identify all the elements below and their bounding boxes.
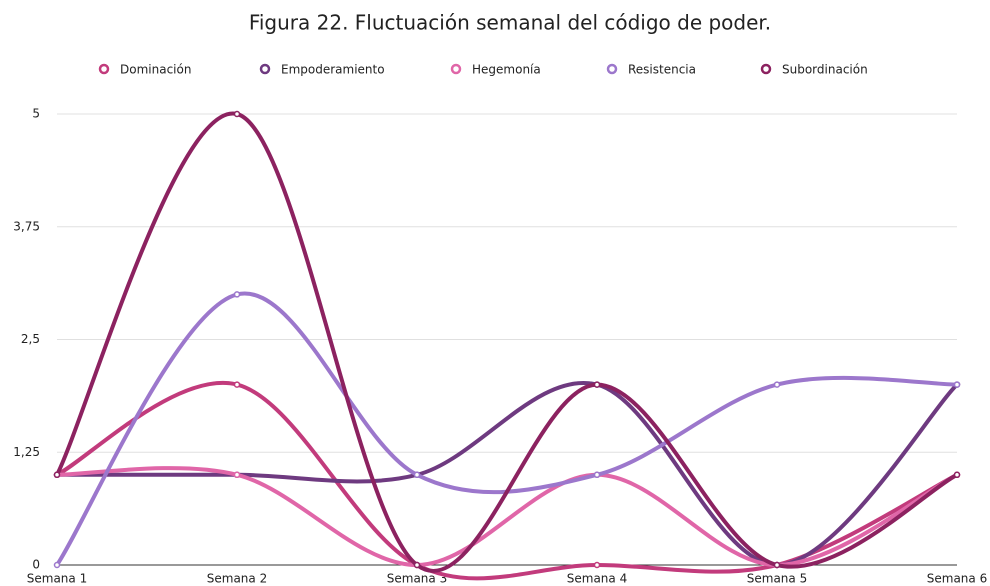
x-tick-label: Semana 5 (747, 572, 807, 586)
point (413, 561, 421, 569)
y-tick-label: 0 (32, 558, 40, 572)
x-tick-label: Semana 1 (27, 572, 87, 586)
point (233, 471, 241, 479)
legend-marker (606, 63, 618, 75)
x-tick-label: Semana 2 (207, 572, 267, 586)
point (413, 471, 421, 479)
point (773, 381, 781, 388)
line (55, 291, 959, 567)
point (233, 381, 241, 388)
legend-marker (259, 63, 271, 75)
series (53, 466, 961, 569)
legend-label: Resistencia (628, 63, 696, 77)
point (53, 561, 61, 569)
point (233, 110, 241, 118)
legend-label: Empoderamiento (281, 63, 385, 77)
series (53, 291, 961, 569)
point (593, 471, 601, 479)
series (53, 380, 961, 569)
y-tick-label: 3,75 (13, 219, 40, 233)
line (55, 380, 959, 568)
point (593, 381, 601, 388)
line (55, 466, 959, 568)
point (953, 381, 961, 388)
point (593, 561, 601, 569)
y-tick-label: 1,25 (13, 445, 40, 459)
point (53, 471, 61, 479)
point (773, 561, 781, 569)
legend-label: Hegemonía (472, 63, 541, 77)
y-tick-label: 5 (32, 107, 40, 121)
x-tick-label: Semana 4 (567, 572, 627, 586)
point (233, 291, 241, 298)
x-tick-label: Semana 3 (387, 572, 447, 586)
point (953, 471, 961, 479)
x-tick-label: Semana 6 (927, 572, 987, 586)
series (53, 110, 961, 573)
legend-marker (450, 63, 462, 75)
legend-label: Dominación (120, 63, 191, 77)
series (53, 380, 961, 581)
legend-label: Subordinación (782, 63, 868, 77)
legend-marker (98, 63, 110, 75)
line (55, 111, 959, 573)
legend-marker (760, 63, 772, 75)
line (55, 380, 959, 581)
y-tick-label: 2,5 (21, 332, 40, 346)
chart-title: Figura 22. Fluctuación semanal del códig… (249, 11, 771, 35)
